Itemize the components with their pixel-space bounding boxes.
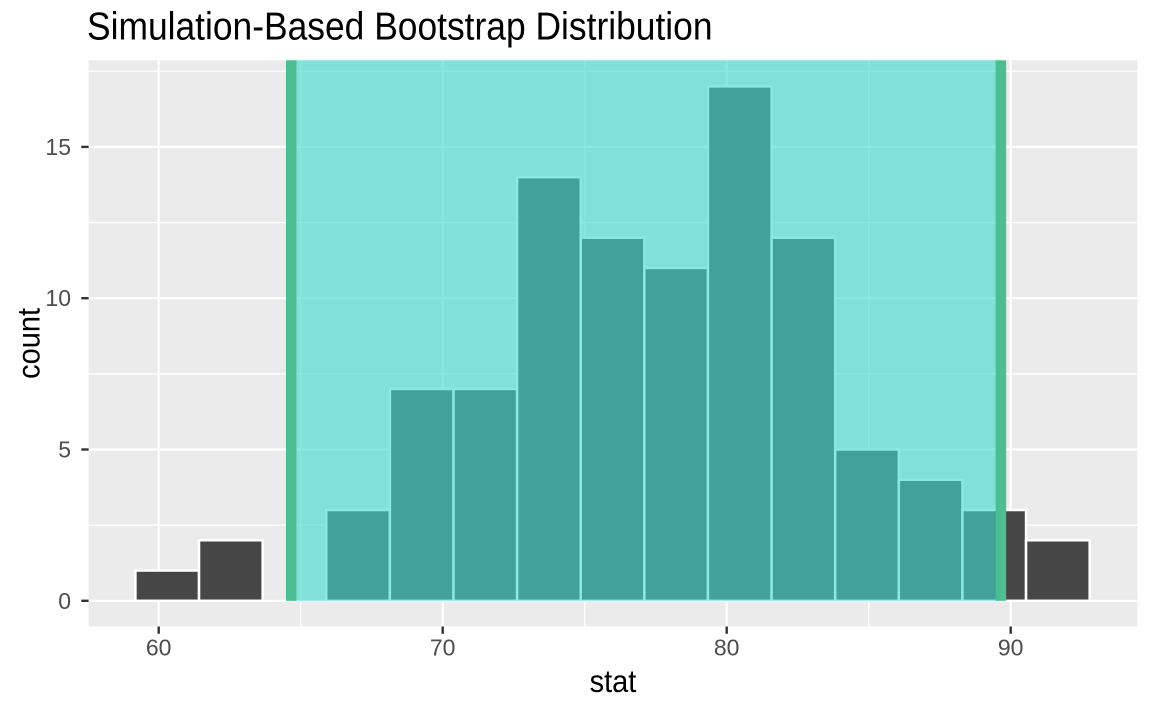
svg-text:15: 15 — [45, 134, 71, 160]
svg-text:90: 90 — [998, 635, 1024, 661]
svg-text:10: 10 — [45, 285, 71, 311]
svg-text:80: 80 — [714, 635, 740, 661]
svg-text:Simulation-Based Bootstrap Dis: Simulation-Based Bootstrap Distribution — [87, 4, 713, 48]
svg-text:0: 0 — [58, 588, 71, 614]
svg-text:5: 5 — [58, 437, 71, 463]
svg-text:stat: stat — [590, 664, 637, 700]
svg-text:count: count — [11, 307, 47, 378]
svg-text:70: 70 — [430, 635, 456, 661]
svg-text:60: 60 — [146, 635, 172, 661]
